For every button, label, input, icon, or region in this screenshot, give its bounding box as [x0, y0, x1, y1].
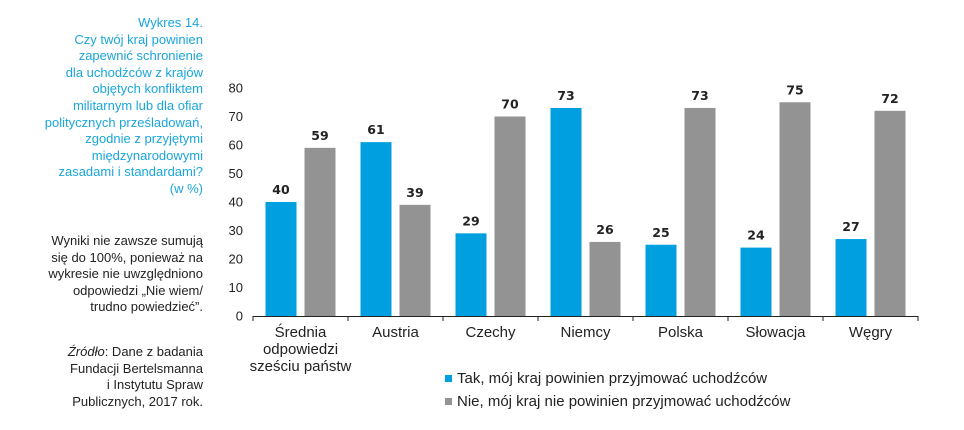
note-line: Wyniki nie zawsze sumują	[51, 233, 203, 248]
bar-tak	[835, 239, 867, 316]
chart-caption: Wykres 14. Czy twój kraj powinien zapewnić…	[0, 15, 203, 198]
x-category-label-line: Węgry	[849, 324, 893, 341]
caption-line: militarnym lub dla ofiar	[72, 97, 203, 113]
y-tick-label: 70	[229, 109, 243, 124]
source-line: i Instytutu Spraw	[106, 377, 203, 393]
x-category-label: Czechy	[465, 324, 516, 341]
note-line: się do 100%, ponieważ na	[51, 249, 203, 265]
x-category-label: Węgry	[849, 324, 893, 341]
caption-line: objętych konfliktem	[92, 81, 203, 97]
data-label: 70	[501, 97, 519, 112]
caption-line: (w %)	[169, 180, 203, 196]
caption-line: zapewnić schronienie	[78, 48, 203, 64]
data-label: 29	[462, 213, 479, 228]
x-category-label-line: Czechy	[465, 324, 516, 341]
data-label: 26	[596, 222, 614, 237]
x-category-label: Średnia odpowiedzi sześciu państw	[250, 323, 352, 375]
caption-line: Czy twój kraj powinien	[74, 31, 203, 47]
chart-source: Źródło: Dane z badania Fundacji Bertelsm…	[0, 344, 203, 410]
source-line: Fundacji Bertelsmanna	[70, 360, 203, 376]
data-label: 27	[842, 219, 859, 234]
note-line: odpowiedzi „Nie wiem/	[72, 282, 203, 298]
note-line: wykresie nie uwzględniono	[48, 266, 203, 282]
bar-tak	[740, 247, 772, 316]
y-tick-label: 50	[229, 166, 243, 181]
x-category-label-line: odpowiedzi	[263, 341, 338, 358]
legend-label-tak: Tak, mój kraj powinien przyjmować uchodź…	[457, 370, 768, 387]
bar-nie	[684, 107, 716, 316]
y-tick-label: 60	[229, 138, 243, 153]
bar-nie	[304, 147, 336, 316]
data-label: 24	[747, 228, 765, 243]
y-tick-label: 40	[229, 195, 243, 210]
bar-tak	[455, 233, 487, 316]
caption-line: politycznych prześladowań,	[44, 114, 203, 130]
x-category-label: Polska	[658, 324, 704, 341]
bar-nie	[589, 241, 621, 316]
bar-nie	[874, 110, 906, 316]
data-label: 61	[367, 122, 384, 137]
data-label: 75	[786, 82, 803, 97]
bar-tak	[265, 202, 297, 316]
bar-nie	[779, 102, 811, 316]
legend-label-nie: Nie, mój kraj nie powinien przyjmować uc…	[457, 393, 791, 410]
x-category-label-line: Średnia	[275, 323, 327, 341]
y-tick-label: 80	[229, 81, 243, 96]
note-line: trudno powiedzieć”.	[90, 299, 203, 315]
bar-nie	[494, 116, 526, 316]
caption-line: Wykres 14.	[138, 15, 203, 30]
x-category-label: Niemcy	[560, 324, 611, 341]
caption-line: zgodnie z przyjętymi	[85, 131, 203, 147]
y-tick-label: 10	[229, 280, 243, 295]
y-tick-label: 0	[236, 309, 243, 324]
x-category-label: Austria	[372, 324, 419, 341]
chart-note: Wyniki nie zawsze sumują się do 100%, pon…	[0, 233, 203, 316]
caption-line: dla uchodźców z krajów	[65, 64, 203, 80]
bar-tak	[360, 142, 392, 316]
data-label: 59	[311, 128, 328, 143]
x-category-label: Słowacja	[745, 324, 806, 341]
caption-line: międzynarodowymi	[91, 147, 203, 163]
legend-swatch-nie	[445, 397, 452, 405]
data-label: 40	[272, 182, 290, 197]
source-line: Publicznych, 2017 rok.	[72, 393, 203, 409]
y-tick-label: 20	[229, 252, 243, 267]
x-category-label-line: Polska	[658, 324, 704, 341]
data-label: 73	[691, 88, 708, 103]
data-label: 73	[557, 88, 574, 103]
legend-swatch-tak	[445, 374, 452, 382]
bar-tak	[550, 107, 582, 316]
x-category-label-line: sześciu państw	[250, 358, 352, 375]
source-text: : Dane z badania	[104, 344, 203, 359]
legend-item-tak: Tak, mój kraj powinien przyjmować uchodź…	[445, 370, 767, 387]
data-label: 25	[652, 225, 669, 240]
y-tick-label: 30	[229, 223, 243, 238]
legend-item-nie: Nie, mój kraj nie powinien przyjmować uc…	[445, 393, 790, 410]
data-label: 39	[406, 185, 423, 200]
source-label: Źródło	[67, 344, 105, 359]
x-category-label-line: Austria	[372, 324, 419, 341]
x-category-label-line: Niemcy	[560, 324, 611, 341]
bar-nie	[399, 204, 431, 316]
bar-tak	[645, 244, 677, 316]
x-category-label-line: Słowacja	[745, 324, 806, 341]
caption-line: zasadami i standardami?	[58, 164, 203, 180]
data-label: 72	[881, 91, 898, 106]
